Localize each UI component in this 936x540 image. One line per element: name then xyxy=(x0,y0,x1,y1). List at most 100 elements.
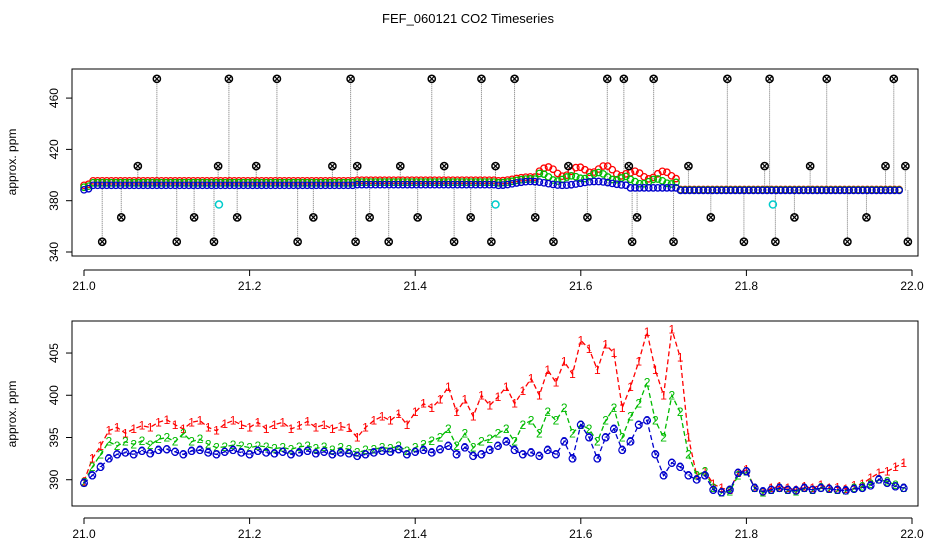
top-baseline-point xyxy=(658,184,667,192)
series-label-1: 1 xyxy=(296,419,303,433)
series-label-3: 3 xyxy=(644,414,651,428)
top-baseline-point xyxy=(444,180,453,189)
series-label-1: 1 xyxy=(710,477,717,491)
top-baseline-point xyxy=(562,181,571,190)
top-baseline-point xyxy=(353,180,362,189)
series-label-2: 2 xyxy=(172,435,179,449)
series-label-1: 1 xyxy=(329,422,336,436)
top-spike-point xyxy=(413,213,423,222)
top-baseline-point xyxy=(704,186,712,195)
series-label-2: 2 xyxy=(519,418,526,432)
series-label-1: 1 xyxy=(702,464,709,478)
series-point-3 xyxy=(378,447,387,456)
series-label-2: 2 xyxy=(528,414,535,428)
series-point-3 xyxy=(775,484,784,493)
top-baseline-point xyxy=(690,186,699,195)
top-baseline-point xyxy=(139,181,148,190)
series-label-2: 2 xyxy=(321,440,328,454)
series-label-1: 1 xyxy=(569,367,576,381)
series-label-1: 1 xyxy=(205,420,212,434)
top-baseline-point xyxy=(745,186,753,195)
top-spike-point xyxy=(251,161,261,171)
series-label-3: 3 xyxy=(809,483,816,497)
top-cyan-point xyxy=(768,200,778,209)
top-baseline-point xyxy=(558,181,567,190)
series-label-2: 2 xyxy=(900,481,907,495)
series-label-2: 2 xyxy=(147,438,154,452)
series-point-3 xyxy=(634,420,643,429)
top-baseline-point xyxy=(230,181,239,190)
series-point-3 xyxy=(593,454,602,463)
series-point-3 xyxy=(667,458,676,467)
top-spike-point xyxy=(583,213,592,222)
top-baseline-point xyxy=(581,178,589,187)
series-point-3 xyxy=(278,447,287,456)
top-cyan-point xyxy=(214,200,224,209)
top-spike-point xyxy=(602,74,612,84)
series-label-2: 2 xyxy=(660,430,667,444)
top-y-axis-label: approx. ppm xyxy=(5,129,19,196)
series-label-3: 3 xyxy=(105,452,112,466)
series-point-3 xyxy=(899,484,908,493)
series-label-1: 1 xyxy=(495,390,502,404)
series-point-3 xyxy=(742,467,751,476)
top-baseline-point xyxy=(125,181,134,190)
top-spike-point xyxy=(510,74,519,84)
top-baseline-point xyxy=(449,180,457,189)
series-label-3: 3 xyxy=(602,430,609,444)
series-label-3: 3 xyxy=(279,445,286,459)
top-baseline-point xyxy=(335,181,343,190)
series-label-3: 3 xyxy=(619,443,626,457)
series-label-1: 1 xyxy=(776,479,783,493)
series-label-3: 3 xyxy=(693,473,700,487)
top-baseline-point xyxy=(130,181,138,190)
series-label-2: 2 xyxy=(511,435,518,449)
series-label-3: 3 xyxy=(437,442,444,456)
series-label-2: 2 xyxy=(139,434,146,448)
bottom-x-tick-label: 21.0 xyxy=(72,527,96,540)
top-baseline-point xyxy=(417,180,425,189)
series-point-3 xyxy=(121,448,130,457)
top-baseline-point xyxy=(544,163,553,171)
series-label-3: 3 xyxy=(743,464,750,478)
series-label-2: 2 xyxy=(561,401,568,415)
top-baseline-point xyxy=(367,180,375,189)
series-label-3: 3 xyxy=(635,418,642,432)
series-point-3 xyxy=(146,449,155,458)
series-label-1: 1 xyxy=(172,418,179,432)
series-label-2: 2 xyxy=(428,434,435,448)
series-point-3 xyxy=(419,446,428,455)
series-label-1: 1 xyxy=(693,469,700,483)
series-label-2: 2 xyxy=(842,484,849,498)
series-label-1: 1 xyxy=(197,414,204,428)
top-baseline-point xyxy=(307,181,316,190)
series-label-1: 1 xyxy=(321,418,328,432)
series-label-1: 1 xyxy=(478,388,485,402)
top-baseline-point xyxy=(439,180,448,189)
series-point-3 xyxy=(320,447,329,456)
series-label-3: 3 xyxy=(304,444,311,458)
top-baseline-point xyxy=(667,180,676,188)
top-baseline-point xyxy=(895,186,904,195)
top-baseline-point xyxy=(294,181,302,190)
series-label-2: 2 xyxy=(312,441,319,455)
series-label-3: 3 xyxy=(172,445,179,459)
series-label-3: 3 xyxy=(652,447,659,461)
top-baseline-point xyxy=(490,180,498,189)
series-label-3: 3 xyxy=(445,439,452,453)
top-baseline-point xyxy=(726,186,735,195)
top-baseline-point xyxy=(553,181,562,189)
series-label-1: 1 xyxy=(221,417,228,431)
series-point-3 xyxy=(369,448,378,457)
series-label-1: 1 xyxy=(677,350,684,364)
series-label-3: 3 xyxy=(710,483,717,497)
bottom-y-tick-label: 405 xyxy=(47,343,61,363)
top-baseline-point xyxy=(562,173,571,181)
series-label-3: 3 xyxy=(718,485,725,499)
series-label-1: 1 xyxy=(718,481,725,495)
series-label-3: 3 xyxy=(221,445,228,459)
top-spike-point xyxy=(822,74,832,84)
series-point-3 xyxy=(171,447,180,456)
top-spike-point xyxy=(477,74,486,84)
series-label-3: 3 xyxy=(329,447,336,461)
